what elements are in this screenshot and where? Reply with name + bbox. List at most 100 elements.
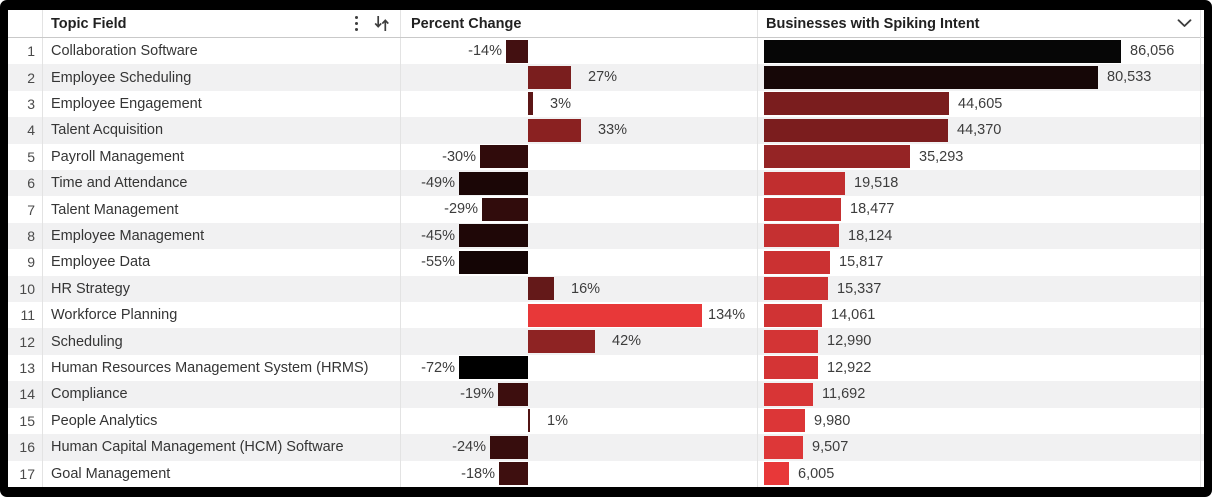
percent-change-bar	[528, 118, 581, 142]
topic-field-header-icons	[353, 14, 401, 34]
table-row[interactable]: 9 Employee Data -55% 15,817	[8, 249, 1204, 276]
percent-change-cell: -30%	[400, 143, 757, 171]
businesses-value: 15,817	[839, 254, 884, 271]
businesses-bar	[764, 462, 789, 486]
table-row[interactable]: 6 Time and Attendance -49% 19,518	[8, 170, 1204, 197]
chevron-down-icon[interactable]	[1177, 19, 1192, 28]
businesses-bar	[764, 198, 841, 222]
row-index: 8	[27, 228, 35, 245]
percent-change-bar	[459, 171, 528, 195]
row-index: 9	[27, 254, 35, 271]
table-row[interactable]: 10 HR Strategy 16% 15,337	[8, 275, 1204, 303]
businesses-value: 80,533	[1107, 69, 1152, 86]
table-row[interactable]: 12 Scheduling 42% 12,990	[8, 328, 1204, 355]
table-row[interactable]: 16 Human Capital Management (HCM) Softwar…	[8, 434, 1204, 461]
topic-cell: Human Capital Management (HCM) Software	[42, 434, 400, 461]
businesses-cell: 9,507	[757, 434, 1204, 461]
percent-change-bar	[499, 462, 528, 486]
percent-change-value: 3%	[550, 95, 571, 112]
percent-change-value: -18%	[461, 465, 495, 482]
table-row[interactable]: 8 Employee Management -45% 18,124	[8, 222, 1204, 250]
percent-change-cell: 1%	[400, 407, 757, 435]
row-index: 13	[19, 360, 35, 377]
table-row[interactable]: 13 Human Resources Management System (HRM…	[8, 354, 1204, 382]
businesses-value: 86,056	[1130, 43, 1175, 59]
percent-change-cell: 16%	[400, 275, 757, 303]
topic-cell: Scheduling	[42, 328, 400, 355]
table-row[interactable]: 5 Payroll Management -30% 35,293	[8, 143, 1204, 171]
businesses-cell: 18,477	[757, 196, 1204, 223]
businesses-value: 11,692	[822, 386, 866, 403]
businesses-value: 9,980	[814, 412, 851, 429]
table-row[interactable]: 11 Workforce Planning 134% 14,061	[8, 302, 1204, 329]
percent-change-cell: 27%	[400, 64, 757, 91]
table-row[interactable]: 2 Employee Scheduling 27% 80,533	[8, 64, 1204, 91]
percent-change-value: -24%	[452, 439, 486, 456]
table-row[interactable]: 17 Goal Management -18% 6,005	[8, 460, 1204, 487]
percent-change-header-label: Percent Change	[411, 15, 522, 32]
percent-change-value: -19%	[460, 386, 494, 403]
businesses-bar	[764, 92, 949, 116]
row-index: 10	[19, 280, 35, 297]
percent-change-cell: -55%	[400, 249, 757, 276]
percent-change-value: -14%	[468, 43, 502, 59]
percent-change-bar	[528, 330, 595, 354]
businesses-cell: 44,605	[757, 90, 1204, 118]
businesses-bar	[764, 356, 818, 380]
percent-change-cell: -24%	[400, 434, 757, 461]
topic-cell: Human Resources Management System (HRMS)	[42, 354, 400, 382]
table-row[interactable]: 3 Employee Engagement 3% 44,605	[8, 90, 1204, 118]
percent-change-cell: 33%	[400, 117, 757, 144]
businesses-value: 44,605	[958, 95, 1003, 112]
percent-change-value: -45%	[421, 227, 455, 244]
table-row[interactable]: 14 Compliance -19% 11,692	[8, 381, 1204, 408]
percent-change-bar	[482, 198, 528, 222]
businesses-cell: 14,061	[757, 302, 1204, 329]
sort-arrows-icon[interactable]	[373, 14, 391, 33]
businesses-bar	[764, 224, 839, 248]
topic-cell: Goal Management	[42, 460, 400, 487]
row-index: 16	[19, 439, 35, 456]
businesses-value: 35,293	[919, 148, 964, 165]
percent-change-value: 27%	[588, 69, 618, 86]
businesses-bar	[764, 277, 828, 301]
businesses-cell: 6,005	[757, 460, 1204, 487]
percent-change-bar	[528, 409, 530, 433]
row-index: 4	[27, 122, 35, 139]
businesses-cell: 80,533	[757, 64, 1204, 91]
header-cell-businesses[interactable]: Businesses with Spiking Intent	[757, 10, 1204, 37]
column-divider	[1200, 10, 1201, 487]
percent-change-value: -30%	[442, 148, 476, 165]
businesses-cell: 11,692	[757, 381, 1204, 408]
percent-change-cell: -29%	[400, 196, 757, 223]
table-row[interactable]: 7 Talent Management -29% 18,477	[8, 196, 1204, 223]
businesses-value: 6,005	[798, 465, 835, 482]
table-header: Topic Field Percent Change	[8, 10, 1204, 38]
businesses-bar	[764, 409, 805, 433]
businesses-value: 18,124	[848, 227, 893, 244]
percent-change-value: 33%	[598, 122, 628, 139]
table-row[interactable]: 15 People Analytics 1% 9,980	[8, 407, 1204, 435]
table-row[interactable]: 4 Talent Acquisition 33% 44,370	[8, 117, 1204, 144]
row-index: 2	[27, 69, 35, 86]
percent-change-cell: 42%	[400, 328, 757, 355]
businesses-header-label: Businesses with Spiking Intent	[766, 15, 980, 32]
topic-cell: Workforce Planning	[42, 302, 400, 329]
topic-cell: Employee Management	[42, 222, 400, 250]
row-index: 7	[27, 201, 35, 218]
businesses-value: 18,477	[850, 201, 895, 218]
businesses-bar	[764, 66, 1098, 89]
table-row[interactable]: 1 Collaboration Software -14% 86,056	[8, 38, 1204, 65]
header-cell-topic-field[interactable]: Topic Field	[42, 10, 400, 37]
businesses-bar	[764, 382, 813, 406]
businesses-cell: 12,990	[757, 328, 1204, 355]
percent-change-cell: -19%	[400, 381, 757, 408]
header-cell-percent-change[interactable]: Percent Change	[400, 10, 757, 37]
businesses-cell: 35,293	[757, 143, 1204, 171]
topic-cell: Time and Attendance	[42, 170, 400, 197]
row-index: 15	[19, 412, 35, 429]
topic-cell: Compliance	[42, 381, 400, 408]
kebab-menu-icon[interactable]	[353, 14, 361, 34]
businesses-cell: 9,980	[757, 407, 1204, 435]
percent-change-cell: 3%	[400, 90, 757, 118]
